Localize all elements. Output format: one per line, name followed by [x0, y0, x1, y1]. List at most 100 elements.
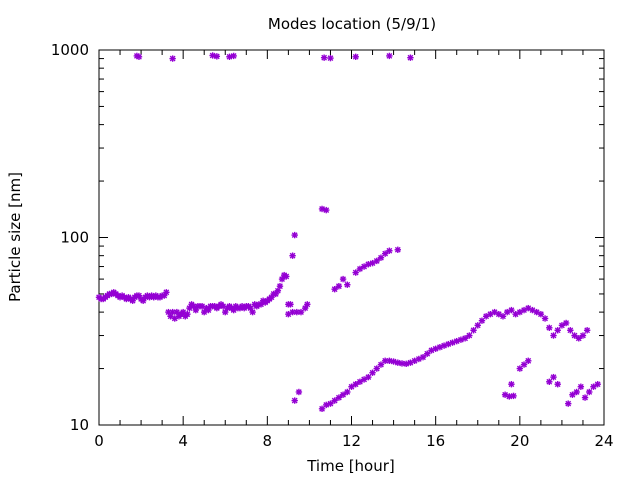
- data-point: [291, 397, 298, 404]
- data-point: [381, 250, 389, 257]
- data-point: [581, 394, 589, 401]
- data-point: [339, 275, 347, 283]
- data-point: [344, 281, 351, 288]
- data-point: [537, 310, 545, 318]
- data-point: [428, 347, 435, 354]
- data-point: [276, 282, 284, 290]
- data-point: [249, 308, 256, 316]
- data-point: [213, 53, 221, 60]
- data-point: [386, 247, 393, 254]
- data-point: [445, 340, 452, 348]
- data-point: [230, 52, 237, 60]
- data-point: [373, 365, 380, 372]
- data-point: [356, 378, 364, 385]
- data-point: [508, 306, 515, 314]
- y-tick-label: 100: [60, 229, 89, 247]
- data-point: [377, 254, 385, 261]
- x-tick-label: 8: [263, 432, 273, 450]
- data-point: [348, 383, 355, 390]
- x-axis-label: Time [hour]: [306, 457, 395, 475]
- data-point: [407, 54, 414, 61]
- data-point: [318, 405, 326, 413]
- data-point: [226, 53, 233, 60]
- data-point: [352, 53, 359, 60]
- data-point: [369, 369, 376, 376]
- data-point: [386, 357, 393, 364]
- data-point: [339, 391, 347, 398]
- data-point: [297, 308, 305, 316]
- data-point: [562, 319, 570, 327]
- data-point: [541, 315, 549, 322]
- data-point: [135, 53, 143, 60]
- data-point: [344, 388, 351, 396]
- data-point: [394, 359, 401, 366]
- data-point: [510, 392, 517, 400]
- data-point: [331, 285, 338, 293]
- data-point: [209, 52, 216, 59]
- data-point: [335, 282, 343, 290]
- data-point: [163, 289, 170, 296]
- data-point: [571, 332, 578, 339]
- data-point: [295, 388, 303, 396]
- data-point: [550, 373, 557, 381]
- data-point: [567, 327, 574, 334]
- data-point: [546, 378, 553, 385]
- data-point: [586, 388, 593, 396]
- data-point: [573, 388, 580, 396]
- tick-labels: 0 4 8 12 16 20 24 10 100 1000: [51, 41, 614, 450]
- data-point: [554, 327, 561, 334]
- x-tick-label: 20: [510, 432, 529, 450]
- y-axis-label: Particle size [nm]: [6, 172, 24, 302]
- data-point: [583, 327, 591, 334]
- x-tick-label: 16: [426, 432, 445, 450]
- data-point: [291, 231, 298, 239]
- data-point: [466, 332, 473, 339]
- data-point: [470, 327, 477, 334]
- data-point: [569, 391, 576, 398]
- data-points: [95, 52, 601, 413]
- data-point: [499, 313, 507, 320]
- data-point: [461, 335, 469, 342]
- data-point: [565, 400, 572, 407]
- data-point: [320, 54, 328, 61]
- data-point: [335, 394, 343, 401]
- data-point: [287, 301, 294, 308]
- data-point: [327, 54, 334, 62]
- data-point: [554, 381, 561, 388]
- data-point: [579, 332, 587, 339]
- data-point: [283, 273, 290, 280]
- data-point: [449, 339, 456, 346]
- data-point: [575, 335, 582, 342]
- data-point: [169, 55, 176, 62]
- data-point: [577, 383, 585, 390]
- data-point: [508, 381, 515, 388]
- data-point: [331, 397, 338, 404]
- x-tick-label: 0: [94, 432, 104, 450]
- data-point: [184, 310, 191, 318]
- x-tick-label: 4: [178, 432, 188, 450]
- data-point: [550, 332, 557, 339]
- axis-ticks: [98, 49, 605, 426]
- data-point: [474, 322, 481, 329]
- data-point: [327, 400, 334, 407]
- data-point: [394, 246, 401, 253]
- data-point: [546, 324, 553, 331]
- chart-title: Modes location (5/9/1): [268, 15, 436, 33]
- data-point: [289, 308, 296, 316]
- data-point: [365, 373, 372, 381]
- y-tick-label: 10: [70, 416, 89, 434]
- data-point: [304, 301, 311, 308]
- x-tick-label: 24: [594, 432, 613, 450]
- data-point: [289, 252, 296, 259]
- data-point: [594, 381, 601, 388]
- data-point: [525, 357, 532, 364]
- data-point: [373, 257, 380, 265]
- y-tick-label: 1000: [51, 41, 89, 59]
- data-point: [323, 206, 330, 214]
- data-point: [516, 365, 524, 372]
- data-point: [386, 52, 393, 60]
- data-point: [377, 361, 385, 368]
- data-point: [558, 322, 566, 329]
- data-point: [352, 269, 359, 276]
